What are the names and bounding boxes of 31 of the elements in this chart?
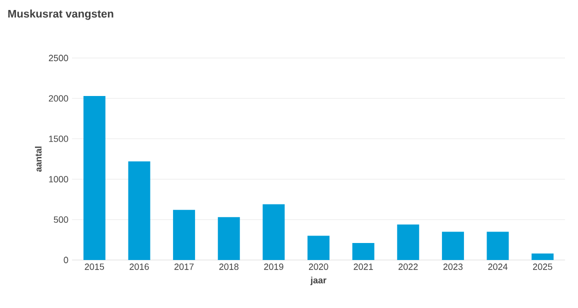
bar	[218, 217, 240, 260]
chart-title: Muskusrat vangsten	[8, 10, 114, 20]
x-tick-label: 2022	[398, 264, 418, 270]
bar	[532, 254, 554, 260]
bar	[262, 204, 285, 260]
y-tick-label: 2500	[48, 54, 68, 62]
bar	[83, 96, 106, 260]
bar	[352, 243, 374, 260]
bar	[397, 224, 420, 260]
x-tick-label: 2023	[443, 264, 463, 270]
x-tick-label: 2016	[130, 264, 149, 270]
x-tick-label: 2017	[174, 264, 194, 270]
y-tick-label: 1500	[49, 136, 68, 142]
x-tick-label: 2021	[354, 264, 373, 270]
x-tick-label: 2020	[308, 264, 328, 270]
x-tick-label: 2025	[533, 264, 552, 270]
x-tick-label: 2019	[264, 264, 284, 270]
x-tick-label: 2024	[488, 264, 508, 270]
bar	[308, 236, 330, 260]
x-axis-title: jaar	[310, 276, 326, 286]
bar	[128, 161, 150, 260]
bar	[486, 232, 509, 260]
bar	[442, 232, 464, 260]
y-tick-label: 2000	[48, 95, 68, 102]
x-tick-label: 2018	[219, 264, 238, 270]
bar	[173, 210, 196, 260]
y-axis-title: aantal	[34, 146, 42, 172]
x-tick-label: 2015	[84, 264, 104, 270]
y-tick-label: 500	[54, 216, 68, 223]
y-tick-label: 1000	[49, 176, 68, 182]
y-tick-label: 0	[64, 256, 68, 264]
